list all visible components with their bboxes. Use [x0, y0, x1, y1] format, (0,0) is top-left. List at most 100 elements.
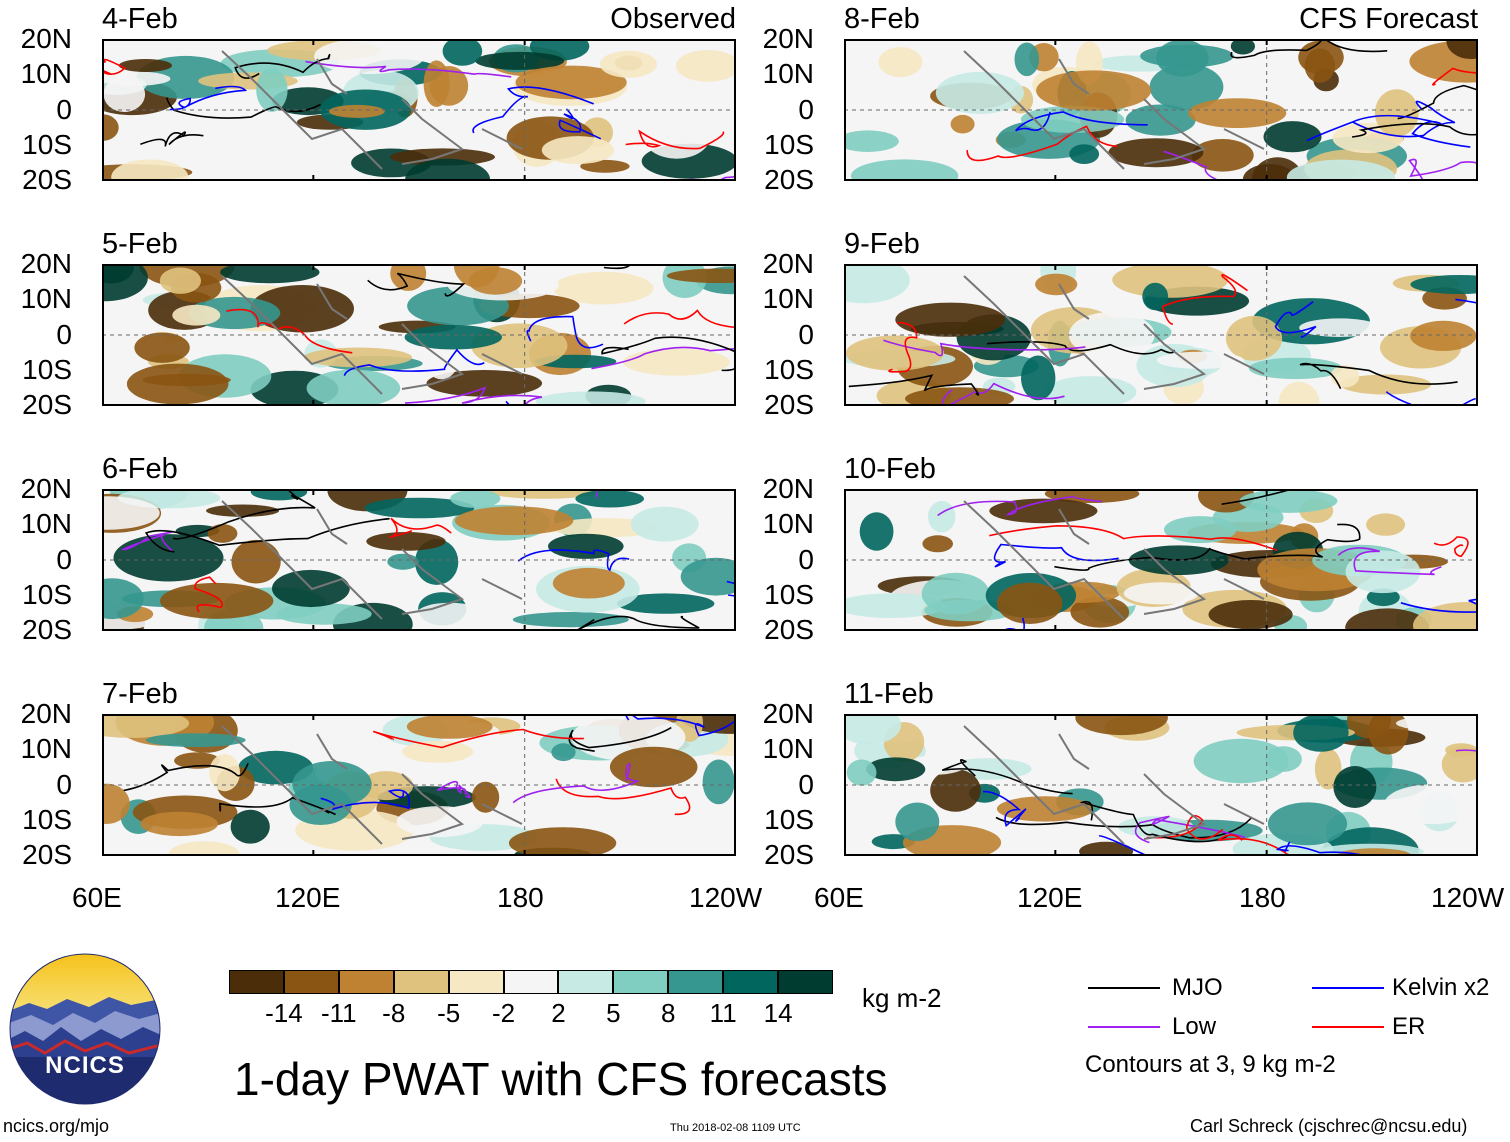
anomaly-blob [329, 104, 385, 118]
anomaly-blob [844, 714, 902, 745]
anomaly-blob [390, 264, 427, 291]
anomaly-blob [878, 47, 923, 78]
anomaly-blob [1020, 105, 1125, 133]
anomaly-blob [928, 500, 956, 533]
anomaly-blob [146, 733, 246, 747]
anomaly-blob [642, 111, 711, 159]
pwat-map [844, 39, 1478, 181]
anomaly-blob [1410, 320, 1477, 351]
contour-line [888, 321, 918, 373]
pwat-map [102, 39, 736, 181]
x-tick-label: 60E [72, 882, 122, 913]
anomaly-blob [1198, 489, 1255, 513]
map-frame [844, 39, 1478, 181]
anomaly-blob [423, 60, 450, 107]
anomaly-blob [895, 302, 1006, 337]
colorbar-tick-label: -14 [265, 998, 303, 1028]
contour-line [194, 576, 223, 613]
contour-line [372, 728, 584, 749]
anomaly-blob [102, 714, 190, 738]
contour-line [1397, 84, 1478, 120]
y-tick-label: 20N [20, 698, 72, 729]
anomaly-blob [1021, 355, 1056, 401]
anomaly-blob [471, 781, 500, 813]
contour-line [601, 336, 736, 372]
anomaly-blob [1333, 766, 1377, 808]
coastline [963, 50, 1265, 170]
anomaly-blob [1191, 139, 1254, 172]
anomaly-blob [515, 65, 627, 100]
anomaly-blob [160, 582, 274, 619]
x-tick-label: 120E [275, 882, 341, 913]
anomaly-blob [675, 50, 736, 82]
contour-line [624, 714, 736, 737]
anomaly-blob [935, 71, 1024, 114]
anomaly-blob [364, 497, 475, 519]
anomaly-blob [1108, 138, 1204, 168]
contour-line [404, 386, 543, 406]
anomaly-blob [701, 520, 736, 539]
y-tick-label: 10S [764, 579, 814, 610]
anomaly-blob [997, 582, 1063, 624]
coastline [221, 50, 523, 170]
footer-timestamp: Thu 2018-02-08 1109 UTC [670, 1122, 801, 1134]
anomaly-blob [406, 714, 493, 739]
anomaly-blob [415, 602, 485, 628]
anomaly-blob [541, 136, 614, 165]
anomaly-blob [442, 39, 483, 66]
contour-line [389, 517, 452, 539]
contour-line [1230, 39, 1388, 59]
y-tick-label: 10N [762, 58, 814, 89]
anomaly-blob [1396, 715, 1478, 731]
colorbar-tick-label: -11 [320, 998, 357, 1028]
y-tick-label: 0 [798, 544, 814, 575]
anomaly-blob [551, 743, 576, 762]
anomaly-blob [1044, 489, 1140, 503]
map-frame [102, 714, 736, 856]
contour-line [1274, 301, 1317, 338]
anomaly-blob [1142, 282, 1169, 311]
anomaly-blob [922, 535, 953, 553]
y-tick-label: 10S [22, 129, 72, 160]
y-tick-label: 20S [22, 164, 72, 195]
colorbar-swatch [229, 970, 284, 994]
y-tick-label: 10S [764, 804, 814, 835]
contour-line [986, 340, 1175, 355]
pwat-map [844, 264, 1478, 406]
contour-line [102, 58, 127, 75]
contour-line [625, 129, 725, 150]
contour-line [1098, 835, 1287, 856]
y-tick-label: 0 [56, 94, 72, 125]
panel-date: 8-Feb [844, 3, 920, 35]
anomaly-blob [113, 534, 224, 582]
colorbar-tick-label: 8 [661, 998, 676, 1028]
pwat-map [844, 714, 1478, 856]
anomaly-blob [1267, 802, 1348, 846]
legend-line-low [1088, 1026, 1160, 1028]
y-tick-label: 0 [56, 544, 72, 575]
anomaly-blob [1188, 98, 1287, 128]
anomaly-blob [702, 759, 735, 805]
anomaly-blob [1366, 513, 1406, 536]
legend-line-mjo [1088, 987, 1160, 989]
anomaly-blob [844, 593, 947, 618]
colorbar-swatch [448, 970, 504, 994]
map-frame [844, 714, 1478, 856]
panel-date: 11-Feb [844, 678, 934, 710]
anomaly-blob [402, 740, 473, 763]
anomaly-blob [250, 285, 354, 333]
contour-line [1408, 158, 1478, 181]
contour-line [1001, 617, 1025, 631]
anomaly-blob [1075, 714, 1168, 736]
pwat-map [844, 489, 1478, 631]
y-tick-label: 10N [20, 58, 72, 89]
legend-label: Kelvin x2 [1392, 974, 1490, 1001]
anomaly-blob [895, 802, 940, 842]
anomaly-blob [306, 369, 401, 406]
map-frame [102, 489, 736, 631]
anomaly-blob [694, 489, 736, 514]
anomaly-blob [1278, 381, 1320, 406]
anomaly-blob [231, 539, 281, 584]
contour-line [1079, 800, 1228, 843]
contour-line [367, 272, 466, 297]
